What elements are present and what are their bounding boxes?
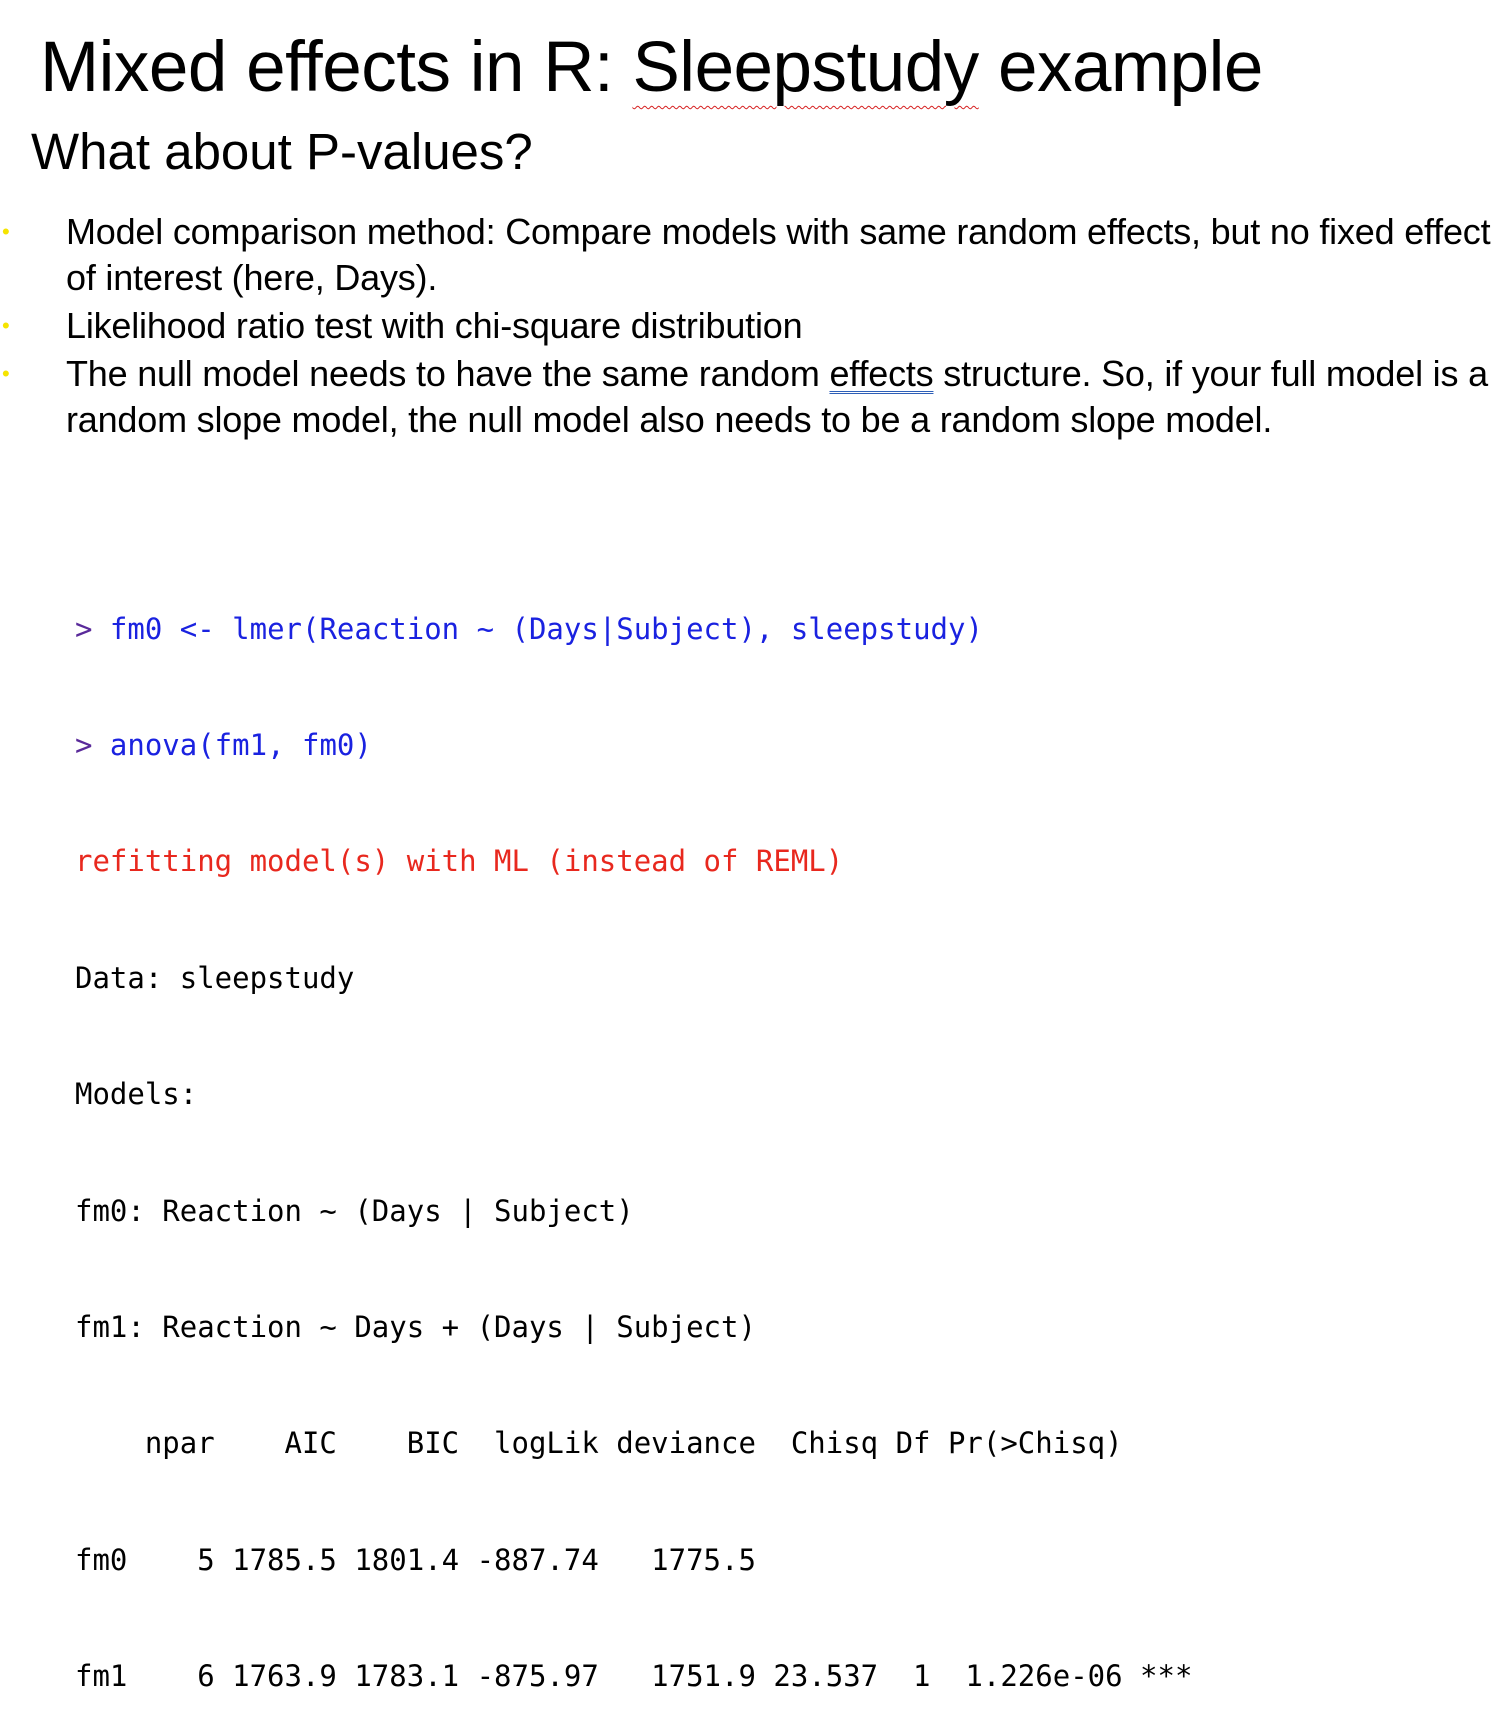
code-command: fm0 <- lmer(Reaction ~ (Days|Subject), s… — [92, 611, 983, 646]
anova-table-row-fm0: fm0 5 1785.5 1801.4 -887.74 1775.5 — [75, 1542, 756, 1577]
grammar-flag-word[interactable]: effects — [829, 353, 934, 394]
code-message-line: refitting model(s) with ML (instead of R… — [75, 844, 844, 879]
spellcheck-word[interactable]: Sleepstudy — [632, 28, 979, 107]
code-output-fm1-formula: fm1: Reaction ~ Days + (Days | Subject) — [75, 1309, 756, 1344]
r-console-output: > fm0 <- lmer(Reaction ~ (Days|Subject),… — [75, 532, 1192, 1735]
code-command: anova(fm1, fm0) — [92, 727, 372, 762]
slide-title: Mixed effects in R: Sleepstudy example — [40, 24, 1263, 112]
code-command-line: > anova(fm1, fm0) — [75, 726, 1192, 765]
bullet-item-null-model: • The null model needs to have the same r… — [0, 351, 1500, 443]
bullet-text: Model comparison method: Compare models … — [66, 211, 1491, 298]
code-output-models-line: Models: — [75, 1077, 198, 1112]
bullet-item-model-comparison: • Model comparison method: Compare models… — [0, 209, 1500, 301]
prompt-symbol: > — [75, 727, 93, 762]
code-output-data-line: Data: sleepstudy — [75, 960, 355, 995]
slide-subtitle: What about P-values? — [31, 123, 533, 180]
bullet-text-continued: structure. So, if your full model is a r… — [66, 353, 1488, 440]
prompt-symbol: > — [75, 611, 93, 646]
bullet-icon: • — [2, 219, 10, 244]
bullet-icon: • — [2, 361, 10, 386]
bullet-list: • Model comparison method: Compare models… — [0, 209, 1500, 445]
bullet-text: Likelihood ratio test with chi-square di… — [66, 305, 803, 346]
bullet-item-likelihood-ratio: • Likelihood ratio test with chi-square d… — [0, 303, 1500, 349]
slide-title-part-2: example — [978, 28, 1263, 107]
bullet-text: The null model needs to have the same ra… — [66, 353, 830, 394]
code-output-fm0-formula: fm0: Reaction ~ (Days | Subject) — [75, 1193, 634, 1228]
slide-title-part-1: Mixed effects in R: — [40, 28, 633, 107]
bullet-icon: • — [2, 313, 10, 338]
anova-table-row-fm1: fm1 6 1763.9 1783.1 -875.97 1751.9 23.53… — [75, 1659, 1193, 1694]
code-command-line: > fm0 <- lmer(Reaction ~ (Days|Subject),… — [75, 610, 1192, 649]
anova-table-header: npar AIC BIC logLik deviance Chisq Df Pr… — [75, 1426, 1123, 1461]
